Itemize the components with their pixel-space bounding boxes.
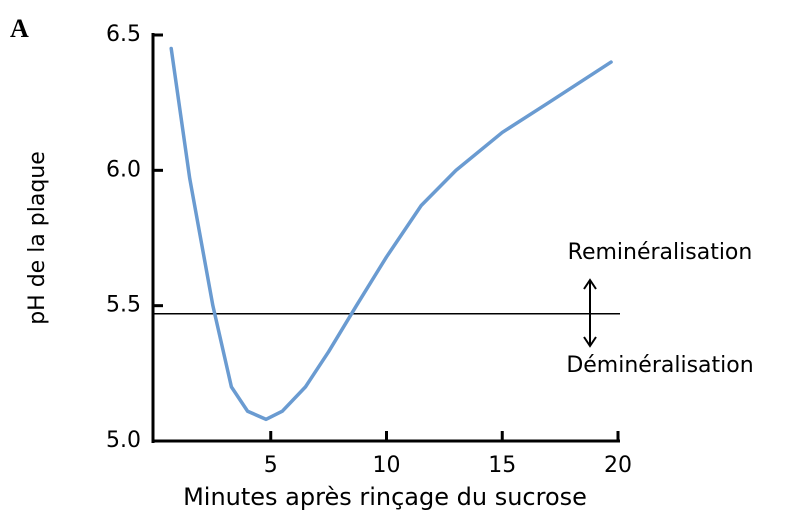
line: [169, 46, 613, 422]
x-tick-label: 15: [488, 453, 516, 478]
annotation: Déminéralisation: [566, 353, 753, 378]
annotation: Reminéralisation: [568, 240, 753, 265]
panel-label: A: [10, 14, 29, 43]
y-tick-label: 6.0: [106, 157, 141, 182]
x-axis-label: Minutes après rinçage du sucrose: [183, 483, 587, 511]
x-tick-label: 10: [373, 453, 401, 478]
y-tick-label: 6.5: [106, 22, 141, 47]
y-axis-label: pH de la plaque: [25, 151, 50, 325]
y-tick-label: 5.5: [106, 293, 141, 318]
x-tick-label: 5: [264, 453, 278, 478]
double-arrow: [583, 278, 597, 348]
y-tick-label: 5.0: [106, 428, 141, 453]
x-tick-label: 20: [604, 453, 632, 478]
